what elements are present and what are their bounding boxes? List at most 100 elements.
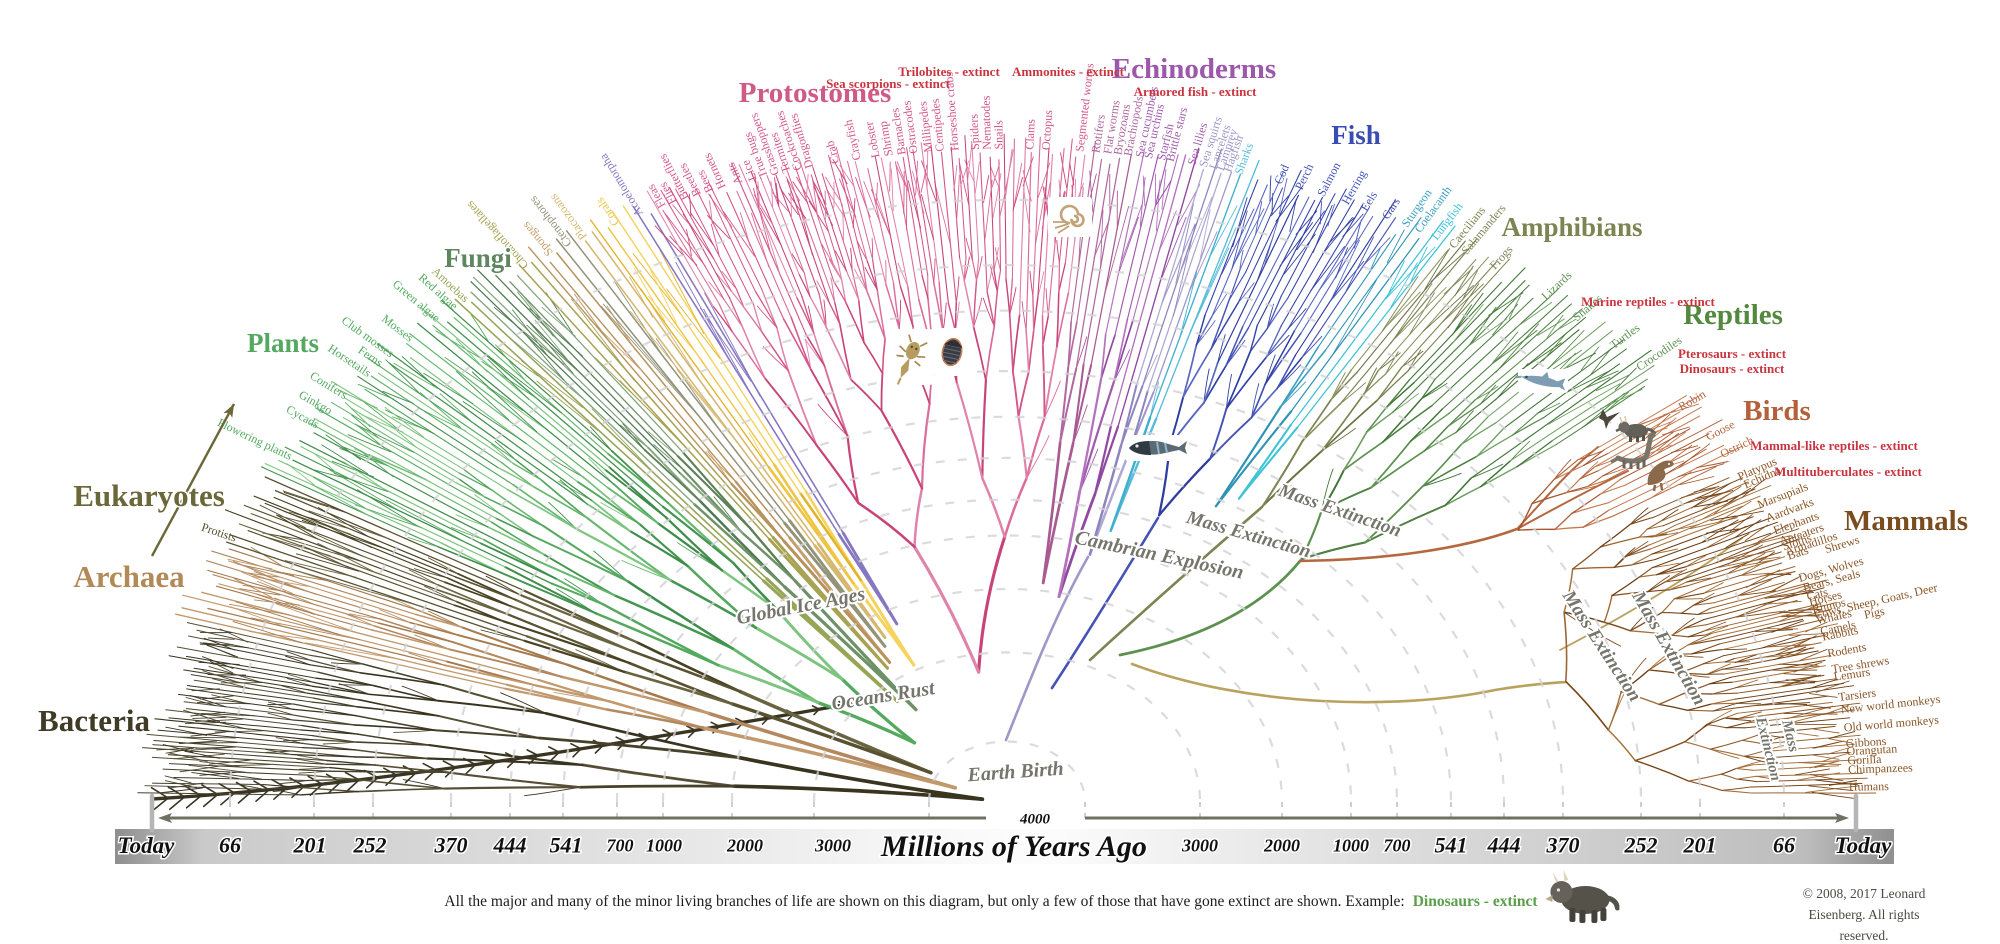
group-label-plants: Plants [247, 328, 319, 358]
ammonite-backing [1048, 197, 1092, 237]
clade-lung [1237, 220, 1456, 500]
ichthyosaur-illustration [1515, 371, 1566, 391]
taxon-label-crayfish: Crayfish [841, 118, 864, 161]
time-ring-8 [371, 309, 1643, 803]
timeline-tick-left-541: 541 [550, 833, 583, 858]
taxon-label-chimpanzees: Chimpanzees [1848, 760, 1913, 776]
clade-rept [1300, 267, 1655, 561]
copyright-line1: © 2008, 2017 Leonard Eisenberg. All righ… [1802, 886, 1926, 943]
clade-fungi [470, 269, 918, 712]
lineage-stem-3 [1118, 559, 1302, 657]
taxon-label-gibbons: Gibbons [1845, 734, 1887, 751]
taxon-label-robin: Robin [1676, 387, 1708, 414]
triceratops-illustration [1545, 870, 1620, 923]
taxon-label-gorilla: Gorilla [1847, 752, 1882, 768]
timeline-tick-left-444: 444 [493, 833, 527, 858]
lineage-stem-0 [1004, 555, 1090, 742]
taxon-label-tarsiers: Tarsiers [1838, 685, 1878, 703]
taxon-label-nematodes: Nematodes [978, 95, 993, 150]
timeline-tick-left-1000: 1000 [646, 836, 682, 856]
clade-birds [1517, 395, 1743, 531]
group-label-reptiles: Reptiles [1683, 299, 1783, 331]
taxon-label-snails: Snails [991, 120, 1005, 150]
timeline-bar [115, 829, 1894, 864]
group-label-eukaryotes: Eukaryotes [73, 478, 225, 513]
timeline-tick-left-252: 252 [353, 833, 387, 858]
event-label-mass-extinction-5: Mass Extinction [1275, 480, 1404, 542]
clade-fish [1157, 169, 1397, 517]
clade-archaea [175, 546, 957, 790]
clade-amph [1261, 238, 1510, 507]
pterosaur-illustration [1587, 409, 1620, 429]
eukaryotes-arrow [150, 403, 236, 557]
illustrations [887, 197, 1674, 492]
taxon-label-humans: Humans [1849, 779, 1890, 794]
timeline-tick-right-700: 700 [1384, 836, 1411, 856]
taxon-label-cod: Cod [1271, 162, 1292, 186]
group-label-protostomes: Protostomes [739, 77, 891, 109]
taxon-label-old-world-monkeys: Old world monkeys [1843, 713, 1939, 735]
extinct-label-ammonites-extinct: Ammonites - extinct [1012, 64, 1125, 79]
group-label-fish: Fish [1331, 120, 1381, 150]
extinct-label-armored-fish-extinct: Armored fish - extinct [1134, 84, 1258, 99]
lineage-stem-2 [1088, 505, 1264, 662]
time-ring-10 [228, 198, 1786, 803]
event-label-earth-birth-0: Earth Birth [966, 758, 1064, 787]
timeline-arrowhead-0 [158, 813, 172, 823]
group-label-archaea: Archaea [73, 559, 185, 594]
taxon-label-corals: Corals [593, 195, 622, 229]
timeline-arrowhead-1 [1835, 813, 1849, 823]
clade-lopho [1041, 140, 1133, 585]
extinct-label-dinosaurs-extinct: Dinosaurs - extinct [1680, 361, 1785, 376]
group-label-amphibians: Amphibians [1501, 212, 1642, 242]
caption-highlight: Dinosaurs - extinct [1412, 893, 1538, 910]
lineage-stem-4 [1298, 527, 1519, 563]
time-ring-2 [730, 587, 1284, 803]
time-ring-9 [312, 263, 1702, 803]
timeline: Today 66 201 252 370 444 541 700 1000 2000 3000 300… [115, 793, 1894, 864]
time-ring-1 [812, 651, 1202, 803]
group-label-bacteria: Bacteria [38, 703, 150, 738]
time-rings [228, 198, 1786, 824]
taxon-label-octopus: Octopus [1039, 109, 1056, 150]
extinct-label-mammal-like-reptiles-extinct: Mammal-like reptiles - extinct [1750, 438, 1918, 453]
taxon-label-crocodiles: Crocodiles [1633, 333, 1684, 374]
sauropod-illustration [1610, 432, 1656, 469]
taxon-label-spiders: Spiders [967, 113, 983, 150]
timeline-tick-right-today: Today [1835, 833, 1892, 858]
taxon-label-pigs: Pigs [1863, 604, 1886, 622]
timeline-tick-right-3000: 3000 [1181, 836, 1218, 856]
group-label-birds: Birds [1743, 395, 1811, 427]
timeline-tick-right-541: 541 [1435, 833, 1468, 858]
taxon-label-rotifers: Rotifers [1089, 113, 1108, 154]
lineage-stem-6 [1516, 446, 1599, 530]
taxon-label-lemurs: Lemurs [1833, 665, 1872, 684]
group-label-echinoderms: Echinoderms [1112, 53, 1276, 85]
taxon-label-horseshoe-crabs: Horseshoe crabs [942, 71, 962, 151]
timeline-tick-left-66: 66 [219, 833, 241, 858]
ceratopsian-illustration [1615, 415, 1657, 442]
clade-corals [589, 205, 916, 667]
sea-scorpion-illustration [896, 334, 928, 385]
taxon-label-perch: Perch [1292, 161, 1316, 192]
clade-amoebas [454, 298, 899, 703]
copyright: © 2008, 2017 Leonard Eisenberg. All righ… [1796, 884, 1932, 944]
taxon-label-millipedes: Millipedes [915, 100, 935, 153]
timeline-tick-left-700: 700 [607, 836, 634, 856]
timeline-tick-right-1000: 1000 [1333, 836, 1369, 856]
timeline-tick-left-370: 370 [434, 833, 468, 858]
extinct-label-multituberculates-extinct: Multituberculates - extinct [1774, 464, 1922, 479]
lineage-stem-1 [1050, 516, 1160, 690]
timeline-tick-right-2000: 2000 [1263, 836, 1300, 856]
timeline-tick-right-444: 444 [1487, 833, 1521, 858]
clade-plants [260, 300, 917, 745]
lineage-stem-7 [1516, 470, 1629, 530]
clade-sturg [1214, 217, 1422, 508]
taxon-label-crab: Crab [823, 139, 842, 165]
taxon-label-turtles: Turtles [1607, 320, 1643, 351]
time-ring-3 [661, 534, 1353, 803]
timeline-tick-left-3000: 3000 [814, 836, 851, 856]
taxon-label-bats: Bats [1786, 543, 1811, 563]
